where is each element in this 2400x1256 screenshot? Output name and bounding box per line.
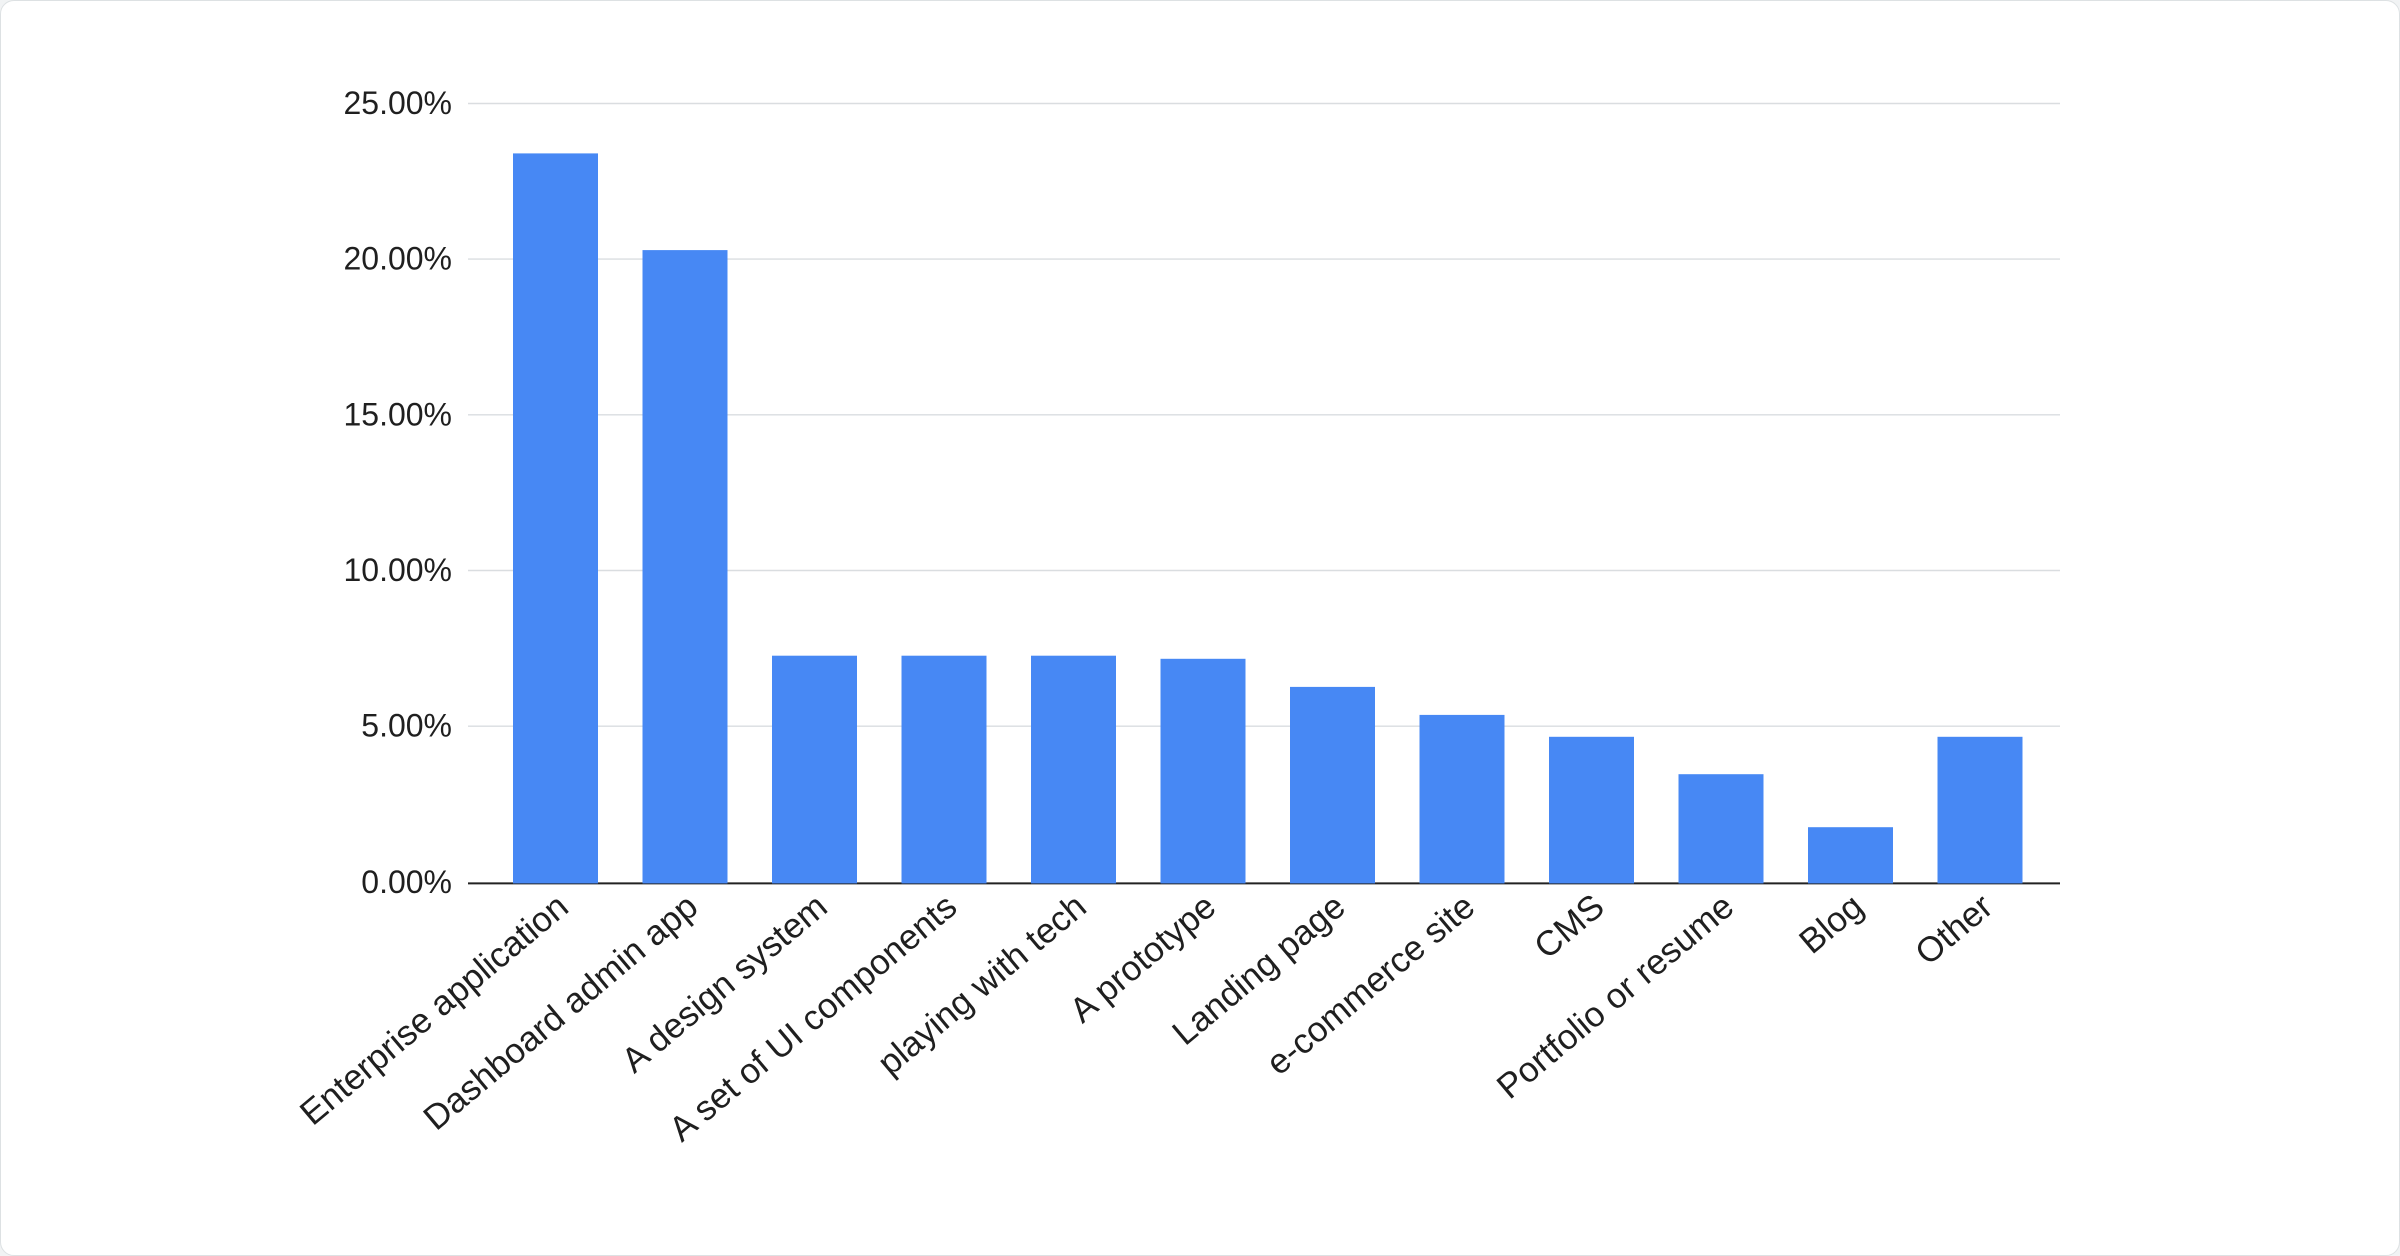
svg-text:25.00%: 25.00% bbox=[343, 85, 452, 121]
svg-text:5.00%: 5.00% bbox=[361, 708, 452, 744]
svg-text:Other: Other bbox=[1908, 886, 2000, 972]
svg-text:0.00%: 0.00% bbox=[361, 864, 452, 900]
svg-text:CMS: CMS bbox=[1527, 887, 1612, 967]
svg-text:15.00%: 15.00% bbox=[343, 396, 452, 432]
svg-text:Blog: Blog bbox=[1792, 887, 1871, 962]
svg-text:10.00%: 10.00% bbox=[343, 552, 452, 588]
svg-text:Portfolio or resume: Portfolio or resume bbox=[1490, 887, 1742, 1107]
svg-text:20.00%: 20.00% bbox=[343, 241, 452, 277]
